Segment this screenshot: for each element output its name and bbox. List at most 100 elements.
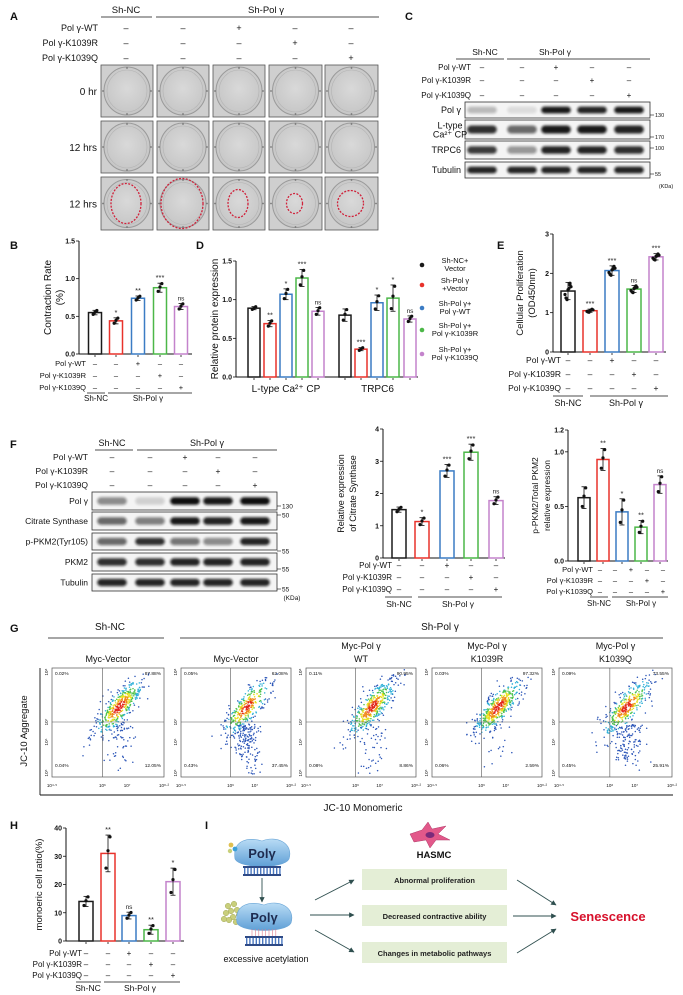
flow-event-dot <box>119 725 121 727</box>
flow-event-dot <box>261 763 263 765</box>
flow-event-dot <box>624 729 627 732</box>
bar <box>391 508 407 559</box>
bar <box>604 269 620 353</box>
flow-event-dot <box>526 684 528 687</box>
flow-event-dot <box>359 706 361 709</box>
treatment-sign: + <box>149 960 154 969</box>
treatment-sign: – <box>627 76 632 85</box>
flow-event-dot <box>240 703 242 705</box>
flow-event-dot <box>366 711 369 713</box>
flow-event-dot <box>253 691 256 694</box>
flow-event-dot <box>387 679 389 681</box>
flow-event-dot <box>119 711 121 713</box>
flow-event-dot <box>393 683 395 686</box>
flow-event-dot <box>118 713 121 715</box>
treatment-row-label: Pol γ-K1039Q <box>39 383 86 392</box>
flow-event-dot <box>644 677 647 680</box>
treatment-sign: – <box>292 23 297 33</box>
flow-event-dot <box>248 724 251 726</box>
flow-event-dot <box>625 730 628 733</box>
flow-event-dot <box>130 684 132 687</box>
molecular-weight-marker: 130 <box>655 113 664 119</box>
panel-label: I <box>205 820 208 832</box>
quadrant-percent-lower-left: 0.45% <box>562 763 576 769</box>
flow-event-dot <box>374 704 376 707</box>
flow-event-dot <box>620 744 622 747</box>
flow-event-dot <box>491 704 493 706</box>
flow-event-dot <box>359 708 361 710</box>
flow-event-dot <box>506 699 508 701</box>
data-point <box>160 282 164 286</box>
flow-event-dot <box>623 707 625 710</box>
flow-event-dot <box>629 716 632 718</box>
flow-event-dot <box>500 701 503 703</box>
quadrant-percent-upper-left: 0.03% <box>435 671 449 677</box>
flow-event-dot <box>270 691 272 694</box>
protein-band <box>240 537 270 546</box>
flow-event-dot <box>373 694 375 697</box>
flow-event-dot <box>360 707 363 709</box>
flow-event-dot <box>97 718 99 721</box>
well-tick-mark <box>350 169 353 171</box>
flow-event-dot <box>120 729 122 731</box>
dna-strand <box>243 874 281 876</box>
group-label-sh-pol-gamma: Sh-Pol γ <box>539 47 572 57</box>
flow-event-dot <box>517 704 519 706</box>
flow-event-dot <box>110 716 112 718</box>
flow-event-dot <box>634 740 636 743</box>
flow-event-dot <box>120 726 123 729</box>
treatment-sign: – <box>469 585 474 594</box>
well-inner-ring <box>331 125 372 169</box>
data-point <box>565 298 569 302</box>
flow-event-dot <box>248 696 251 699</box>
flow-event-dot <box>361 716 363 719</box>
y-tick-label: 0 <box>58 939 62 946</box>
flow-event-dot <box>486 701 489 703</box>
treatment-sign: – <box>661 576 666 585</box>
flow-event-dot <box>381 699 383 702</box>
flow-event-dot <box>487 722 489 724</box>
flow-event-dot <box>258 751 261 753</box>
flow-event-dot <box>624 736 626 739</box>
flow-event-dot <box>240 701 242 703</box>
flow-event-dot <box>606 715 608 717</box>
panel-label: E <box>497 240 504 252</box>
dna-base-pair <box>250 868 252 874</box>
flow-event-dot <box>241 726 244 729</box>
y-tick-label: 10⁶ <box>173 738 178 745</box>
flow-event-dot <box>367 766 370 769</box>
legend-item: Sh-Pol γ+Vector <box>419 276 469 293</box>
treatment-sign: – <box>127 971 132 980</box>
y-tick-label: 0.0 <box>65 352 75 359</box>
flow-event-dot <box>627 690 630 693</box>
flow-event-dot <box>125 687 127 690</box>
data-point <box>169 890 173 895</box>
flow-event-dot <box>274 679 276 681</box>
well-tick-mark <box>294 113 297 115</box>
flow-event-dot <box>117 726 119 729</box>
flow-event-dot <box>129 700 132 702</box>
flow-event-dot <box>474 728 476 730</box>
flow-event-dot <box>107 713 110 715</box>
flow-event-dot <box>263 703 266 705</box>
flow-event-dot <box>135 696 138 698</box>
flow-event-dot <box>247 684 250 686</box>
well-tick-mark <box>238 123 240 125</box>
flow-event-dot <box>118 706 120 709</box>
flow-event-dot <box>615 756 618 758</box>
flow-event-dot <box>363 703 365 706</box>
treatment-sign: – <box>158 383 163 392</box>
flow-event-dot <box>254 739 257 742</box>
quadrant-percent-lower-left: 0.08% <box>309 763 323 769</box>
flow-event-dot <box>377 700 379 703</box>
flow-event-dot <box>491 699 493 702</box>
flow-event-dot <box>614 719 616 722</box>
flow-event-dot <box>346 738 349 740</box>
legend-label: Sh-NC+ <box>442 256 470 265</box>
flow-event-dot <box>246 719 249 722</box>
flow-event-dot <box>250 716 253 719</box>
flow-event-dot <box>114 717 116 719</box>
significance-mark: *** <box>443 454 452 463</box>
flow-event-dot <box>621 726 623 728</box>
